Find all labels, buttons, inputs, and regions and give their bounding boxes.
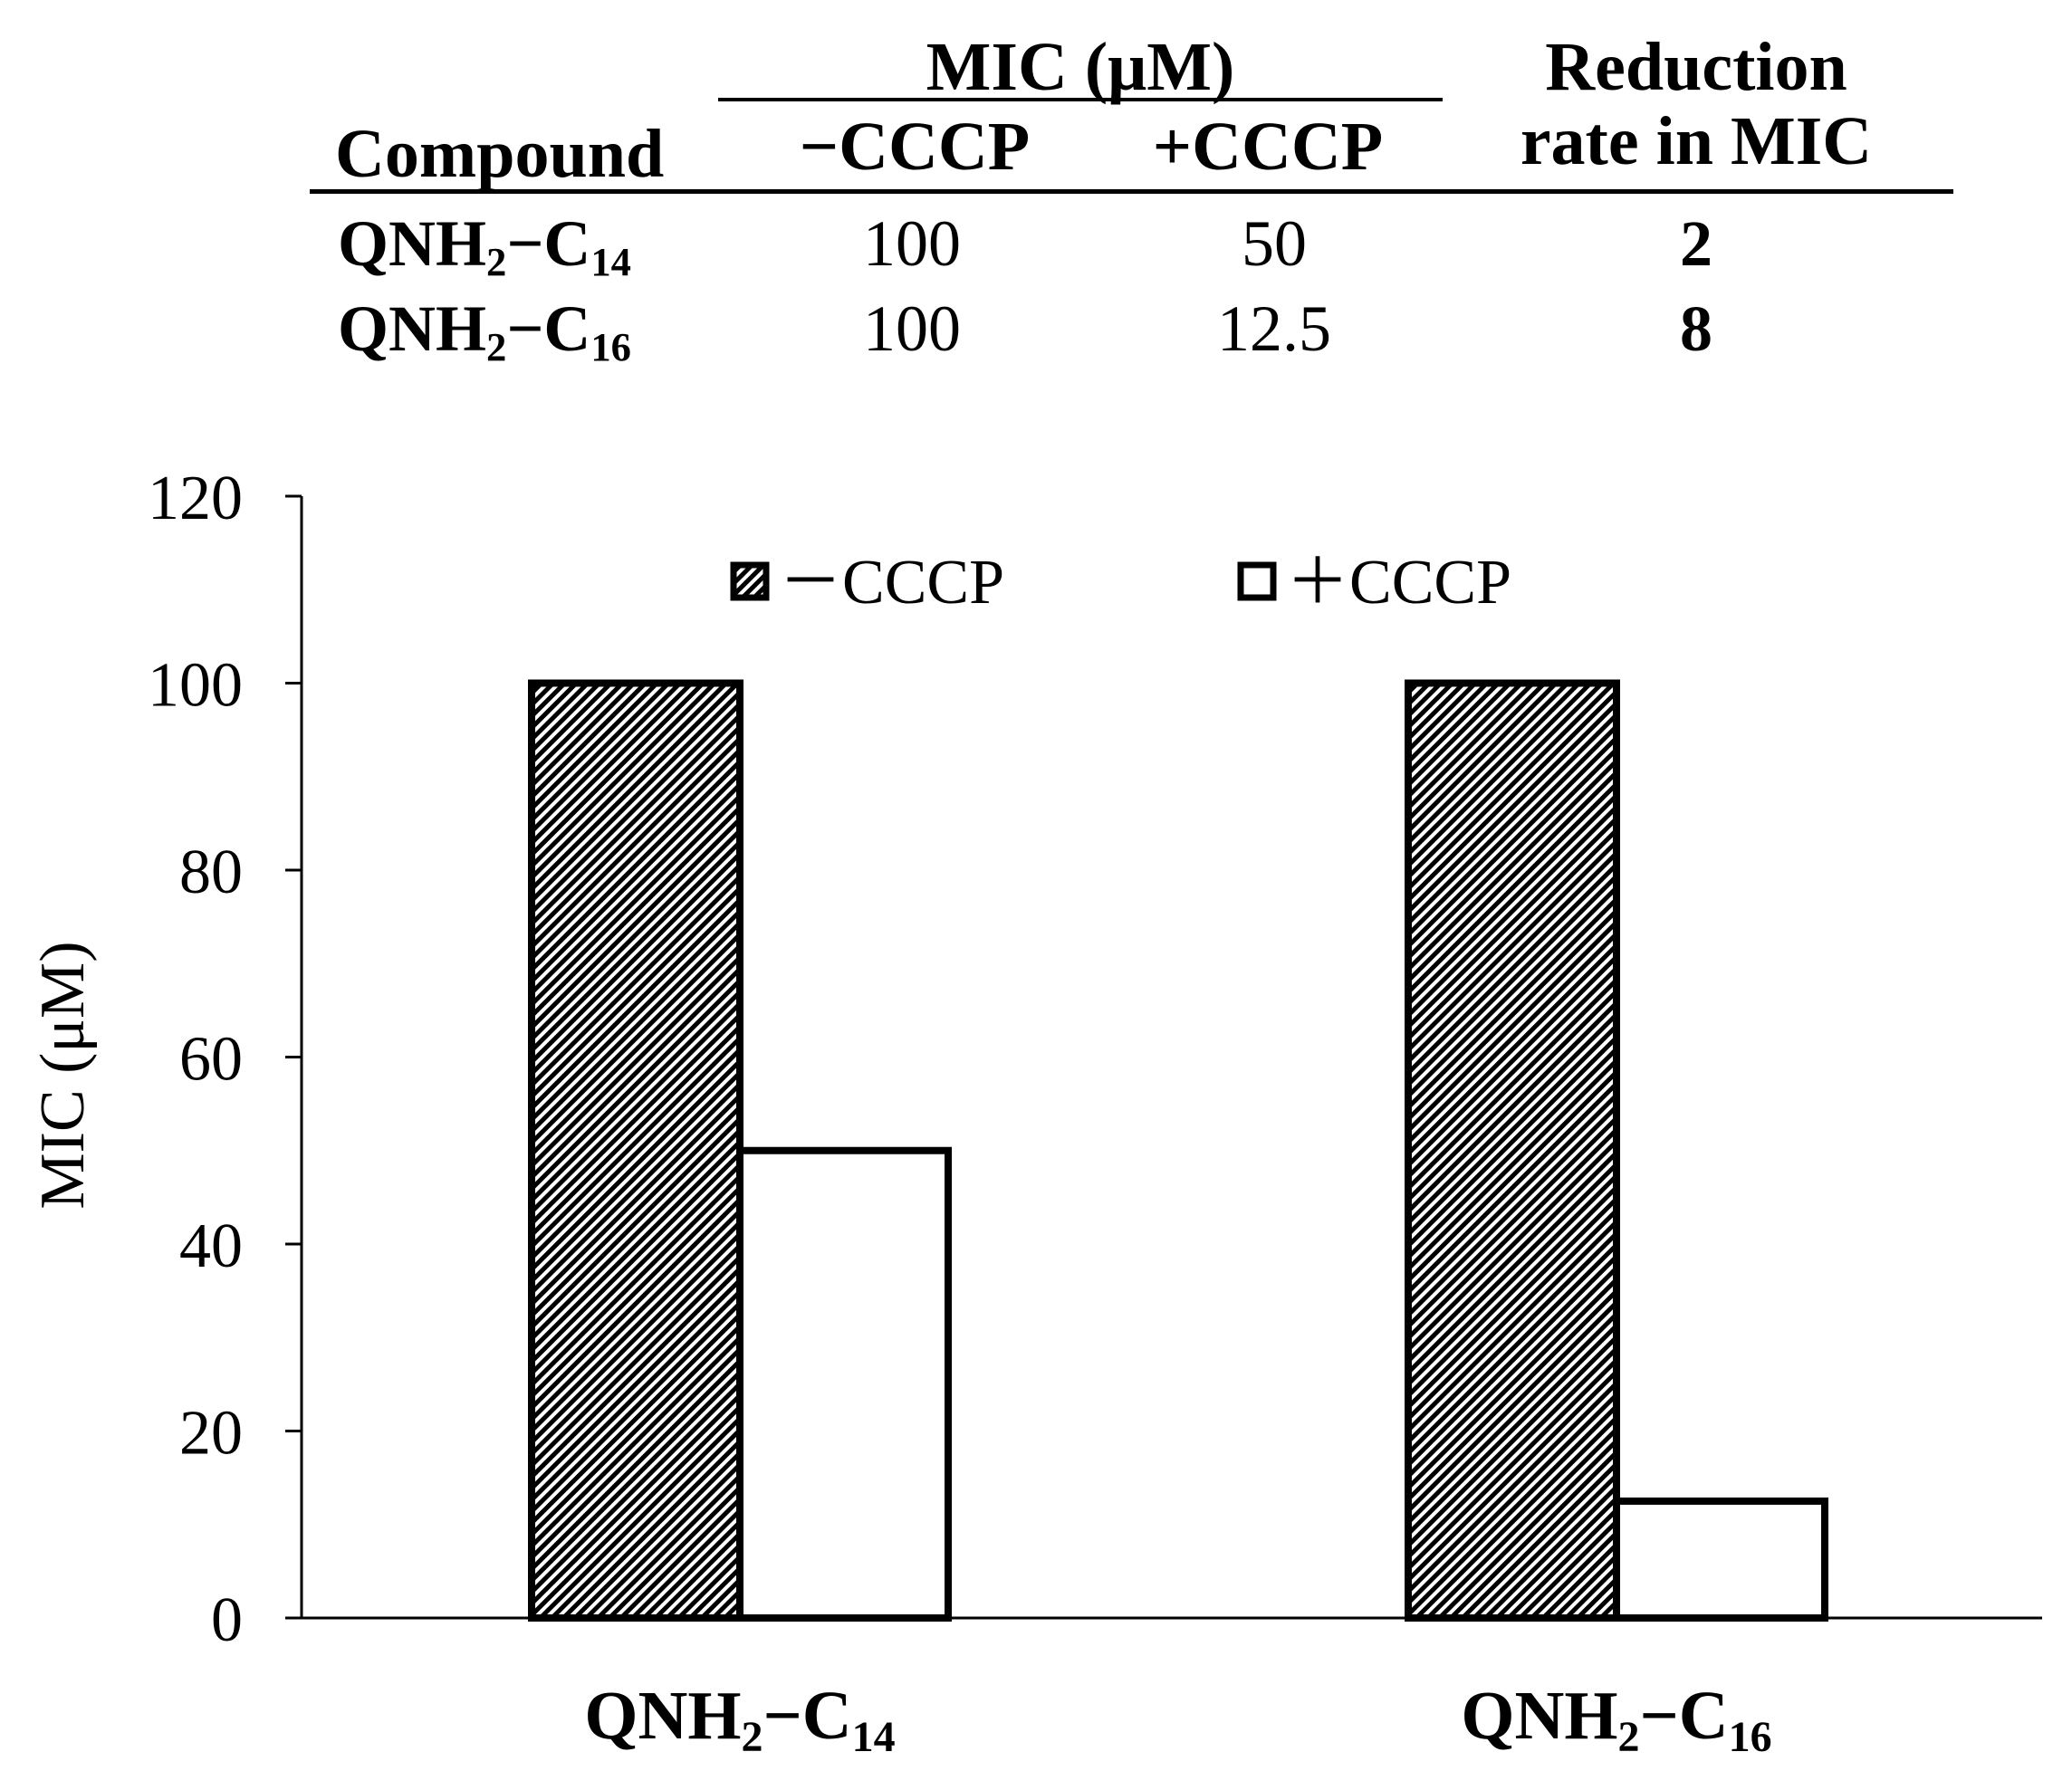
y-tick-label: 40 (179, 1211, 243, 1281)
y-tick-label: 100 (148, 651, 243, 721)
table-row-2-compound: QNH2−C16 (338, 292, 631, 370)
table-row-2-minus: 100 (863, 292, 961, 365)
bar-plus-cccp-2 (1613, 1497, 1828, 1622)
x-category-label-2: QNH2−C16 (1461, 1678, 1771, 1761)
y-tick-label: 120 (148, 464, 243, 533)
x-category-label-1: QNH2−C14 (584, 1678, 895, 1761)
y-tick-label: 20 (179, 1399, 243, 1469)
bar-minus-cccp-1 (528, 679, 743, 1622)
y-tick-label: 60 (179, 1025, 243, 1095)
y-tick-label: 0 (211, 1585, 243, 1655)
table-row-1-minus: 100 (863, 207, 961, 280)
table-row-1-reduction: 2 (1680, 207, 1712, 280)
table-row-2-plus: 12.5 (1217, 292, 1331, 365)
table-row-1-plus: 50 (1242, 207, 1307, 280)
reduction-header-line1: Reduction (1545, 29, 1847, 105)
legend-label-minus-cccp: －CCCP (779, 548, 1004, 617)
mic-group-header: MIC (μM) (926, 29, 1235, 105)
table-row-1-compound: QNH2−C14 (338, 207, 631, 285)
legend-swatch-minus-cccp (730, 561, 770, 601)
y-axis-title: MIC (μM) (28, 941, 98, 1209)
y-tick-label: 80 (179, 838, 243, 907)
plus-cccp-column-header: +CCCP (1152, 109, 1384, 185)
compound-column-header: Compound (335, 116, 665, 192)
reduction-header-line2: rate in MIC (1520, 103, 1873, 179)
legend-swatch-plus-cccp (1237, 561, 1277, 601)
header-bottom-rule (310, 189, 1953, 194)
table-row-2-reduction: 8 (1680, 292, 1712, 365)
bar-minus-cccp-2 (1405, 679, 1620, 1622)
group-header-rule (718, 98, 1443, 101)
bar-plus-cccp-1 (736, 1146, 952, 1622)
legend-label-plus-cccp: ＋CCCP (1286, 548, 1511, 617)
minus-cccp-column-header: −CCCP (799, 109, 1031, 185)
